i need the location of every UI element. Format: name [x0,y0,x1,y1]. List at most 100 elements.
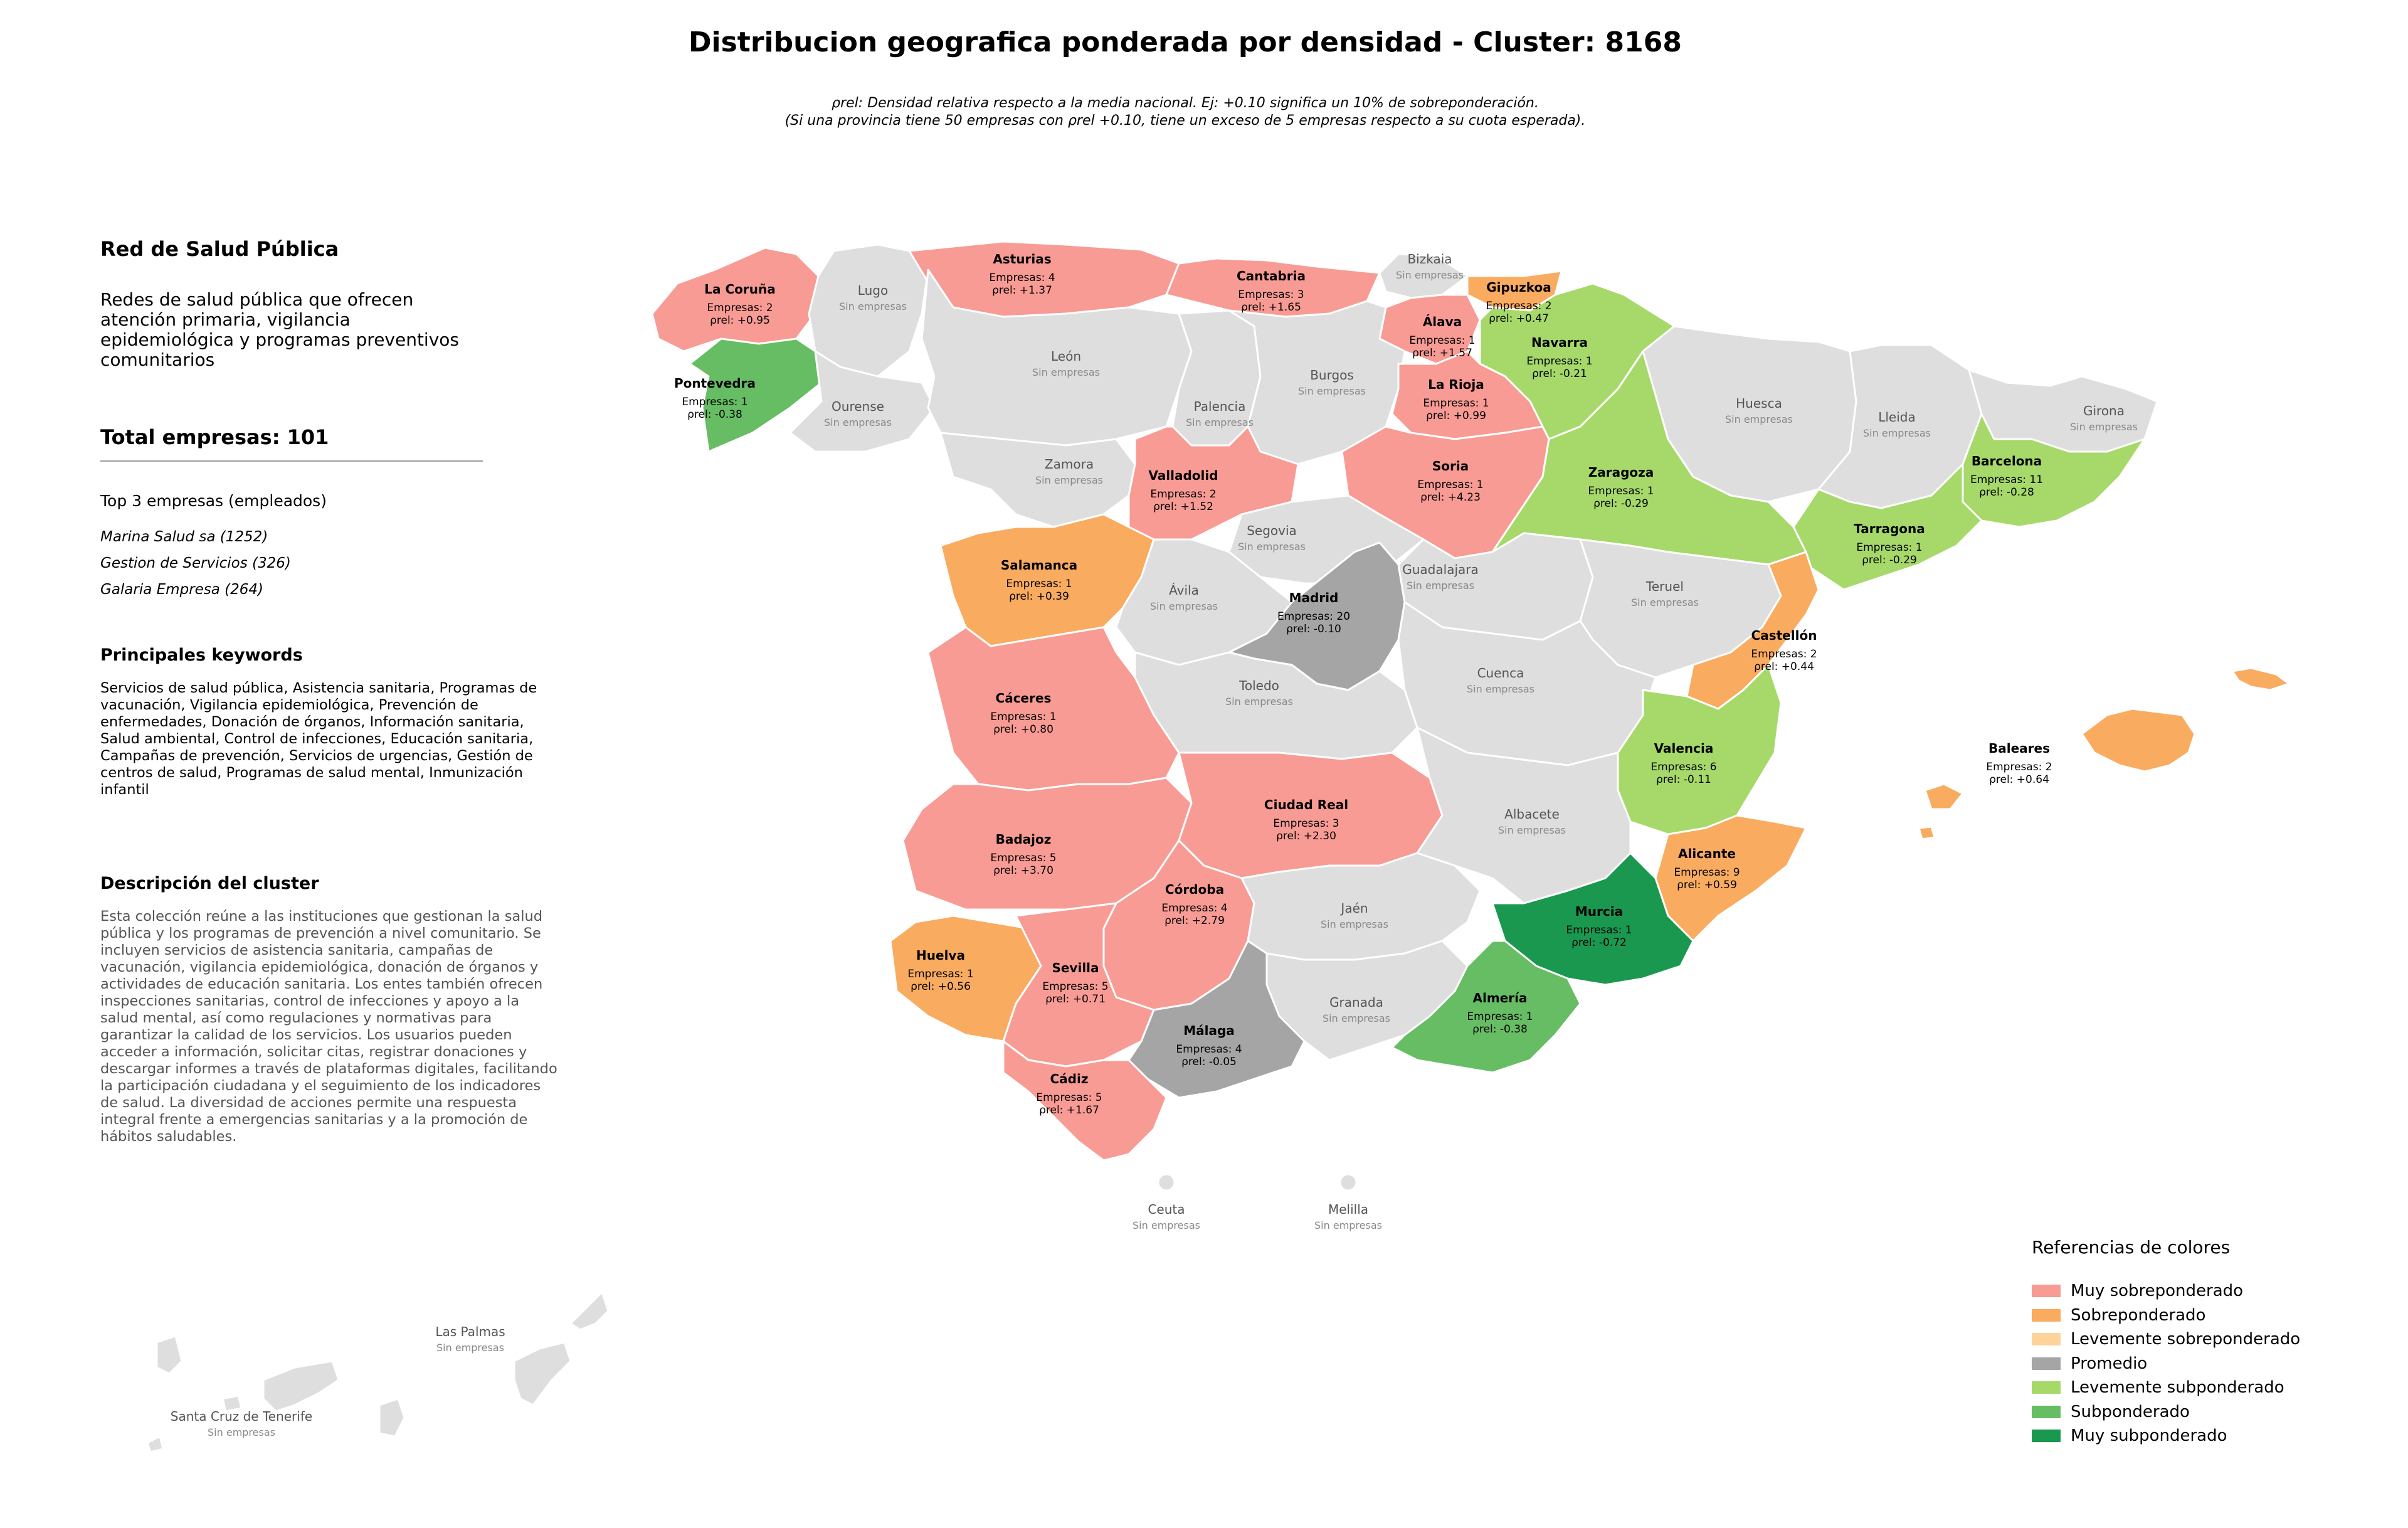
province-girona-status: Sin empresas [2070,421,2138,433]
province-valencia-count: Empresas: 6 [1650,761,1716,773]
province-castellon-count: Empresas: 2 [1751,648,1817,661]
province-bizkaia-label: Bizkaia [1407,252,1452,267]
top-companies-label: Top 3 empresas (empleados) [100,492,327,510]
province-santa-cruz-de-tenerife-status: Sin empresas [208,1426,275,1438]
province-asturias-label: Asturias [993,252,1051,267]
province-lleida-label: Lleida [1878,410,1916,425]
province-tarragona-rho: ρrel: -0.29 [1862,554,1917,566]
cluster-name: Red de Salud Pública [100,237,339,261]
province-valladolid-label: Valladolid [1148,468,1218,483]
province-almeria-shape [1391,940,1582,1074]
keywords-text: Servicios de salud pública, Asistencia s… [100,680,537,798]
province-cantabria-count: Empresas: 3 [1238,289,1304,301]
legend-swatch [2032,1308,2061,1322]
province-baleares-island [1918,825,1936,841]
legend-swatch [2032,1357,2061,1370]
top-company-item: Gestion de Servicios (326) [100,555,291,571]
province-caceres-label: Cáceres [996,691,1052,706]
color-legend: Referencias de colores Muy sobreponderad… [2032,1237,2300,1448]
province-pontevedra-rho: ρrel: -0.38 [687,408,742,421]
province-cuenca-status: Sin empresas [1467,683,1534,695]
province-lugo-label: Lugo [858,283,888,298]
description-title: Descripción del cluster [100,874,319,893]
province-lugo-shape [808,243,929,378]
province-ceuta-label: Ceuta [1148,1202,1185,1217]
province-badajoz-rho: ρrel: +3.70 [993,864,1054,877]
description-text: Esta colección reúne a las instituciones… [100,908,557,1145]
province-jaen-status: Sin empresas [1321,918,1388,930]
province-palencia-label: Palencia [1194,399,1246,414]
province-santa-cruz-de-tenerife-island [146,1435,164,1453]
province-zaragoza-rho: ρrel: -0.29 [1593,497,1649,510]
legend-swatch [2032,1405,2061,1418]
province-sevilla-rho: ρrel: +0.71 [1045,993,1106,1005]
province-cordoba-count: Empresas: 4 [1161,902,1227,915]
divider [100,460,483,462]
legend-label: Muy sobreponderado [2071,1281,2244,1301]
province-baleares-island [2231,667,2290,691]
legend-label: Muy subponderado [2071,1426,2227,1446]
province-madrid-label: Madrid [1289,590,1339,605]
province-almeria-count: Empresas: 1 [1467,1011,1533,1023]
province-baleares-rho: ρrel: +0.64 [1989,773,2049,786]
province-guadalajara-status: Sin empresas [1407,580,1474,592]
province-santa-cruz-de-tenerife-island [378,1398,406,1438]
province-murcia-rho: ρrel: -0.72 [1571,936,1627,949]
province-leon-label: León [1051,349,1081,364]
province-huesca-label: Huesca [1736,396,1782,411]
province-asturias-count: Empresas: 4 [989,272,1055,284]
province-burgos-status: Sin empresas [1298,385,1366,397]
province-avila-label: Ávila [1169,583,1199,598]
cluster-info-panel: Red de Salud Pública Redes de salud públ… [100,237,557,1145]
province-castellon-rho: ρrel: +0.44 [1754,661,1814,673]
province-badajoz-count: Empresas: 5 [990,852,1056,864]
province-madrid-rho: ρrel: -0.10 [1286,623,1341,635]
province-navarra-label: Navarra [1531,335,1588,350]
province-santa-cruz-de-tenerife-island [221,1394,243,1413]
province-zaragoza-label: Zaragoza [1588,465,1654,480]
legend-title: Referencias de colores [2032,1237,2231,1258]
province-las-palmas-label: Las Palmas [435,1324,505,1339]
province-la-rioja-rho: ρrel: +0.99 [1426,410,1486,422]
province-teruel-status: Sin empresas [1631,597,1699,608]
province-ceuta-shape [1157,1173,1176,1192]
legend-swatch [2032,1333,2061,1346]
province-santa-cruz-de-tenerife-label: Santa Cruz de Tenerife [171,1409,312,1424]
province-huelva-rho: ρrel: +0.56 [911,980,971,993]
legend-label: Sobreponderado [2071,1305,2206,1325]
province-soria-rho: ρrel: +4.23 [1420,491,1481,504]
province-cadiz-count: Empresas: 5 [1036,1091,1102,1104]
cluster-summary: Redes de salud pública que ofrecen atenc… [100,289,460,370]
province-salamanca-rho: ρrel: +0.39 [1009,590,1069,603]
province-soria-count: Empresas: 1 [1417,479,1483,491]
province-barcelona-count: Empresas: 11 [1970,474,2043,486]
province-alava-label: Álava [1423,314,1462,329]
province-badajoz-label: Badajoz [996,832,1052,847]
keywords-title: Principales keywords [100,645,303,665]
province-avila-status: Sin empresas [1150,600,1218,612]
province-sevilla-count: Empresas: 5 [1042,980,1108,993]
province-huelva-label: Huelva [916,948,965,963]
legend-swatch [2032,1381,2061,1394]
province-almeria-rho: ρrel: -0.38 [1472,1023,1528,1036]
province-cadiz-label: Cádiz [1050,1071,1089,1086]
province-cordoba-label: Córdoba [1165,882,1224,897]
legend-item: Subponderado [2032,1400,2300,1425]
province-ourense-label: Ourense [832,399,884,414]
province-zamora-shape [939,432,1136,528]
province-la-rioja-count: Empresas: 1 [1423,397,1489,410]
province-lugo-status: Sin empresas [839,300,907,312]
province-madrid-count: Empresas: 20 [1277,610,1350,623]
province-bizkaia-shape [1378,253,1469,299]
province-guadalajara-label: Guadalajara [1402,562,1478,577]
province-alava-rho: ρrel: +1.57 [1412,347,1472,359]
province-toledo-label: Toledo [1238,678,1279,693]
province-las-palmas-status: Sin empresas [436,1342,504,1354]
province-valladolid-shape [1127,425,1299,547]
province-santa-cruz-de-tenerife-shape [262,1360,340,1413]
province-cadiz-shape [1002,1040,1168,1162]
province-burgos-label: Burgos [1310,368,1354,383]
legend-label: Levemente sobreponderado [2071,1330,2301,1349]
